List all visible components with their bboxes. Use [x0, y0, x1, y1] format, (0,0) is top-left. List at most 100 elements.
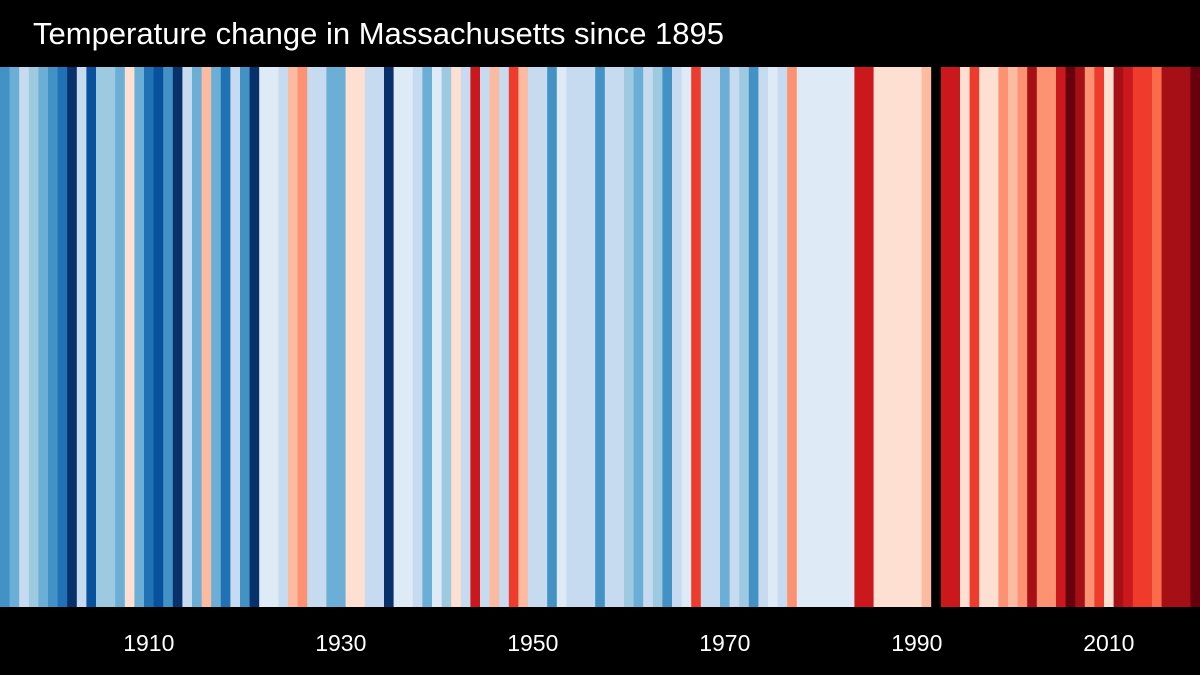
stripe-1969 — [710, 67, 721, 607]
stripe-1942 — [451, 67, 462, 607]
stripe-1902 — [67, 67, 78, 607]
stripe-2013 — [1132, 67, 1143, 607]
stripe-1917 — [211, 67, 222, 607]
stripe-1993 — [940, 67, 951, 607]
stripe-1943 — [460, 67, 471, 607]
stripe-1995 — [960, 67, 971, 607]
stripe-1978 — [796, 67, 807, 607]
stripe-1964 — [662, 67, 673, 607]
stripe-1898 — [28, 67, 39, 607]
stripe-1914 — [182, 67, 193, 607]
stripe-1967 — [691, 67, 702, 607]
stripe-1949 — [518, 67, 529, 607]
stripe-1905 — [96, 67, 107, 607]
stripe-1952 — [547, 67, 558, 607]
stripe-1915 — [192, 67, 203, 607]
stripe-1904 — [86, 67, 97, 607]
stripe-2001 — [1017, 67, 1028, 607]
stripe-1976 — [777, 67, 788, 607]
stripe-2002 — [1027, 67, 1038, 607]
stripe-1935 — [384, 67, 395, 607]
stripe-1924 — [278, 67, 289, 607]
stripe-1948 — [508, 67, 519, 607]
stripe-1968 — [700, 67, 711, 607]
stripe-1956 — [585, 67, 596, 607]
stripe-1939 — [422, 67, 433, 607]
stripe-2000 — [1008, 67, 1019, 607]
stripe-2017 — [1171, 67, 1182, 607]
tick-label-1970: 1970 — [699, 630, 751, 656]
stripe-1931 — [345, 67, 356, 607]
stripe-1981 — [825, 67, 836, 607]
stripe-1988 — [892, 67, 903, 607]
stripe-1963 — [652, 67, 663, 607]
stripe-1966 — [681, 67, 692, 607]
stripe-1895 — [0, 67, 11, 607]
stripe-1971 — [729, 67, 740, 607]
stripe-1925 — [288, 67, 299, 607]
stripe-2009 — [1094, 67, 1105, 607]
stripe-1909 — [134, 67, 145, 607]
stripe-1897 — [19, 67, 30, 607]
stripe-1959 — [614, 67, 625, 607]
stripe-1991 — [921, 67, 932, 607]
stripe-1937 — [403, 67, 414, 607]
tick-label-1930: 1930 — [315, 630, 367, 656]
stripe-1961 — [633, 67, 644, 607]
stripe-1910 — [144, 67, 155, 607]
stripe-1903 — [76, 67, 87, 607]
stripe-1930 — [336, 67, 347, 607]
stripe-2014 — [1142, 67, 1153, 607]
stripe-2011 — [1113, 67, 1124, 607]
chart-title: Temperature change in Massachusetts sinc… — [33, 16, 725, 51]
x-axis: 1910 1930 1950 1970 1990 2010 — [0, 608, 1200, 675]
stripe-2006 — [1065, 67, 1076, 607]
stripe-1950 — [528, 67, 539, 607]
climate-stripes — [0, 67, 1200, 607]
stripe-1907 — [115, 67, 126, 607]
stripe-2004 — [1046, 67, 1057, 607]
stripe-1901 — [57, 67, 68, 607]
stripe-2007 — [1075, 67, 1086, 607]
stripe-1990 — [912, 67, 923, 607]
stripe-1979 — [806, 67, 817, 607]
tick-label-1950: 1950 — [507, 630, 559, 656]
stripe-1906 — [105, 67, 116, 607]
stripe-2012 — [1123, 67, 1134, 607]
stripe-1999 — [998, 67, 1009, 607]
stripe-1933 — [364, 67, 375, 607]
stripe-1970 — [720, 67, 731, 607]
stripe-2005 — [1056, 67, 1067, 607]
stripe-2018 — [1180, 67, 1191, 607]
stripe-1908 — [124, 67, 135, 607]
tick-label-1990: 1990 — [891, 630, 943, 656]
stripe-1934 — [374, 67, 385, 607]
stripe-1998 — [988, 67, 999, 607]
stripe-1921 — [249, 67, 260, 607]
stripe-1940 — [432, 67, 443, 607]
stripe-1927 — [307, 67, 318, 607]
stripe-1957 — [595, 67, 606, 607]
stripe-1920 — [240, 67, 251, 607]
stripe-1980 — [816, 67, 827, 607]
stripe-1938 — [412, 67, 423, 607]
stripe-1960 — [624, 67, 635, 607]
stripe-1982 — [835, 67, 846, 607]
stripe-1983 — [844, 67, 855, 607]
stripe-1913 — [172, 67, 183, 607]
stripe-1989 — [902, 67, 913, 607]
tick-label-2010: 2010 — [1083, 630, 1135, 656]
stripe-1975 — [768, 67, 779, 607]
stripe-1965 — [672, 67, 683, 607]
stripe-1926 — [297, 67, 308, 607]
stripe-1972 — [739, 67, 750, 607]
stripe-1900 — [48, 67, 59, 607]
stripe-1986 — [873, 67, 884, 607]
stripe-1958 — [604, 67, 615, 607]
stripe-1899 — [38, 67, 49, 607]
stripe-1944 — [470, 67, 481, 607]
stripe-1992 — [931, 67, 942, 607]
stripe-2015 — [1152, 67, 1163, 607]
tick-label-1910: 1910 — [123, 630, 175, 656]
stripe-1996 — [969, 67, 980, 607]
